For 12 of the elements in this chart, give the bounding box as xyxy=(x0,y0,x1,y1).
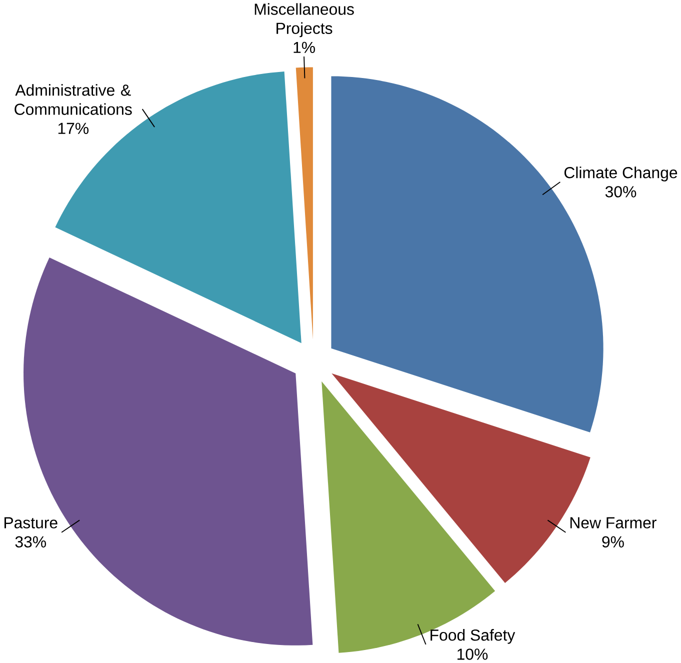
slice-label: Administrative & Communications xyxy=(14,84,132,115)
slice-label: Miscellaneous Projects xyxy=(254,3,354,38)
data-label: 17% xyxy=(58,122,89,134)
data-label: 33% xyxy=(15,536,46,548)
slice-label: New Farmer xyxy=(570,517,656,528)
slice-label: Food Safety xyxy=(430,629,516,644)
data-label: 30% xyxy=(605,186,636,198)
slice-label: Pasture xyxy=(4,517,58,528)
data-label: 9% xyxy=(602,536,624,548)
slice-label: Climate Change xyxy=(564,166,678,182)
data-label: 10% xyxy=(458,648,488,660)
data-label: 1% xyxy=(294,42,315,54)
